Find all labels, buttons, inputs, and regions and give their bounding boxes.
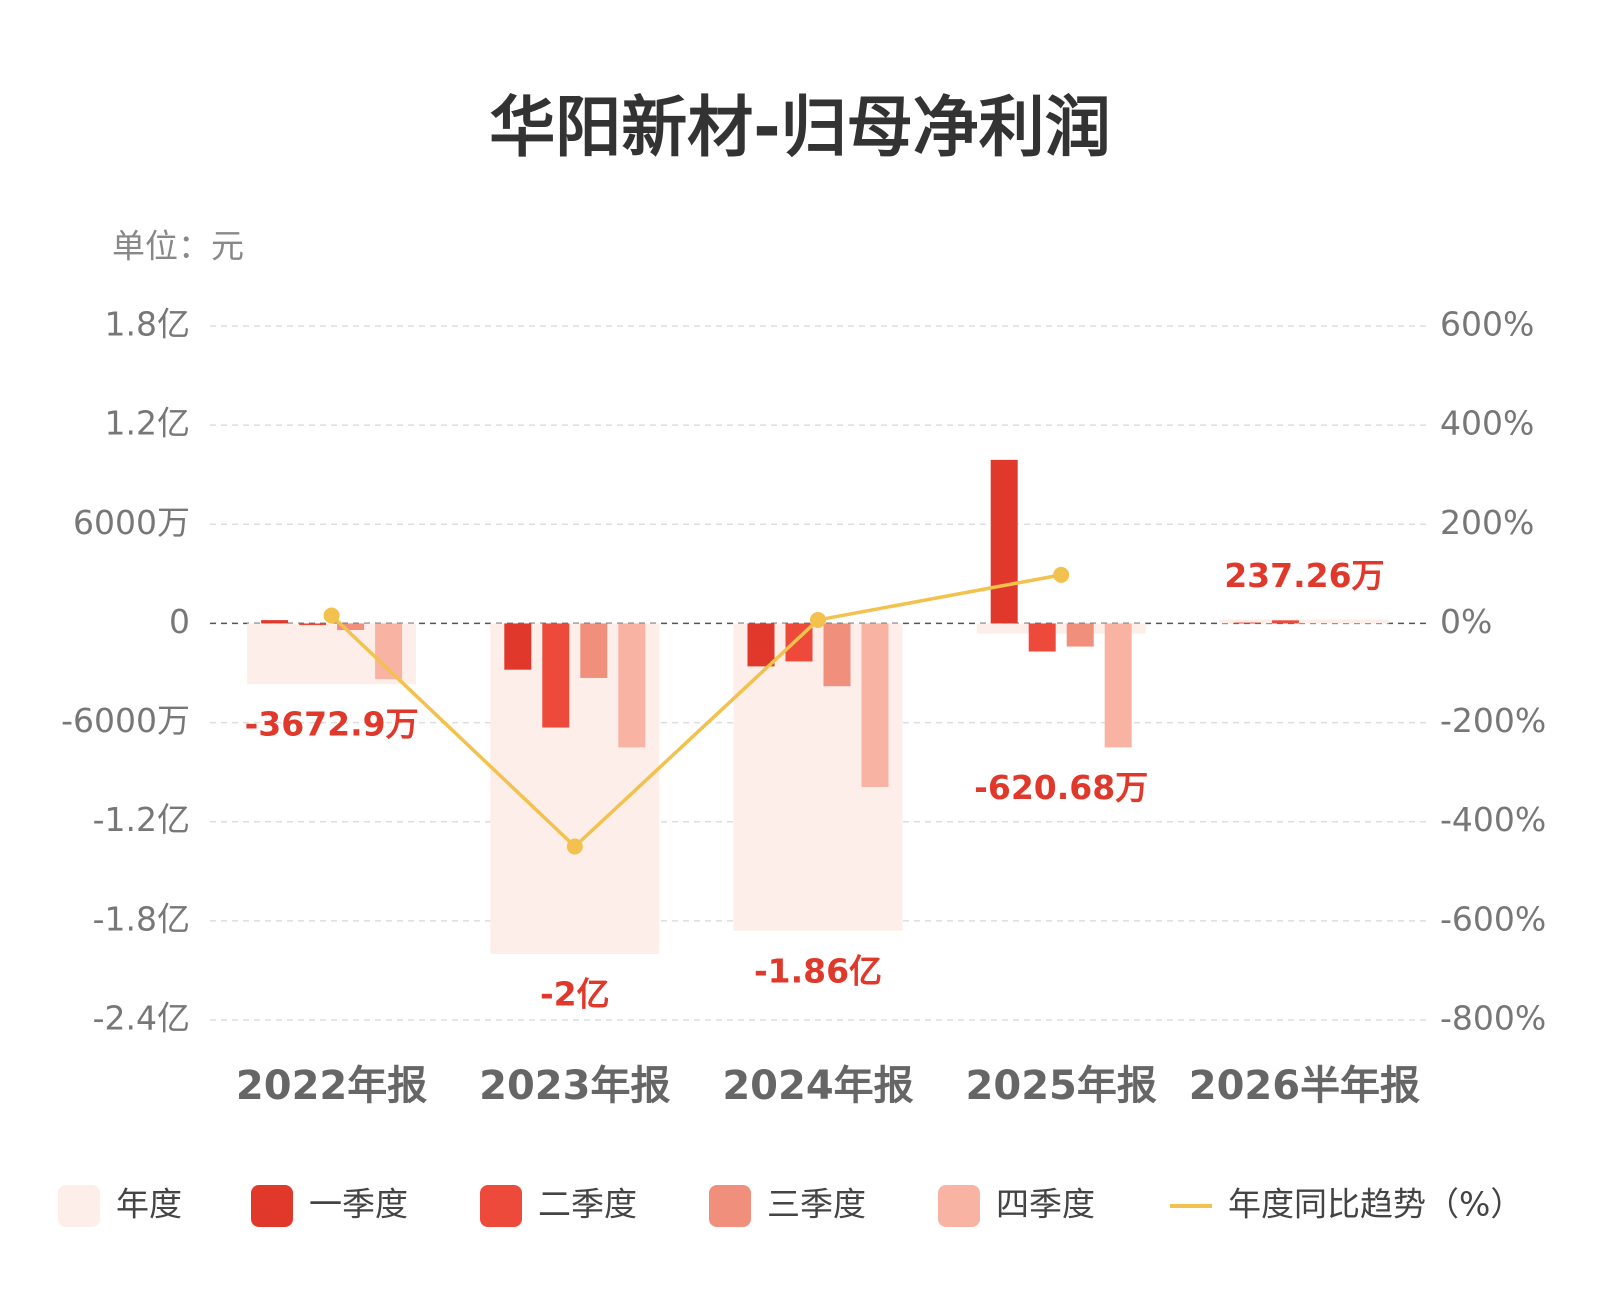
y-tick-label: -1.2亿 — [93, 800, 190, 839]
y-tick-label: -2.4亿 — [93, 999, 190, 1038]
quarter-bar — [1066, 623, 1094, 647]
x-tick-label: 2023年报 — [479, 1063, 670, 1109]
quarter-bar — [1028, 623, 1056, 652]
quarter-bar — [504, 623, 532, 670]
legend-label: 年度同比趋势（%） — [1228, 1185, 1523, 1224]
trend-point — [566, 838, 583, 855]
quarter-bar — [580, 623, 608, 678]
legend-swatch — [58, 1185, 100, 1227]
y2-tick-label: -200% — [1440, 701, 1546, 740]
y2-tick-label: 600% — [1440, 305, 1534, 344]
annual-bar — [1219, 619, 1389, 624]
legend-swatch — [709, 1185, 751, 1227]
unit-label: 单位：元 — [112, 227, 244, 266]
legend-swatch — [251, 1185, 293, 1227]
legend-swatch — [938, 1185, 980, 1227]
value-label: 237.26万 — [1224, 556, 1384, 595]
y2-tick-label: 200% — [1440, 503, 1534, 542]
y-tick-label: -1.8亿 — [93, 899, 190, 938]
value-label: -3672.9万 — [245, 705, 419, 744]
legend-swatch — [480, 1185, 522, 1227]
quarter-bar — [861, 623, 889, 788]
quarter-bar — [261, 620, 289, 624]
legend-label: 年度 — [116, 1185, 182, 1224]
chart-title: 华阳新材-归母净利润 — [489, 89, 1110, 166]
legend-label: 四季度 — [996, 1185, 1095, 1224]
quarter-bar — [337, 623, 365, 631]
trend-point — [810, 611, 826, 628]
quarter-bar — [823, 623, 851, 687]
y2-tick-label: -400% — [1440, 800, 1546, 839]
quarter-bar — [1104, 623, 1132, 748]
y-tick-label: 1.8亿 — [105, 305, 190, 344]
x-tick-label: 2025年报 — [966, 1063, 1157, 1109]
y2-tick-label: 0% — [1440, 602, 1492, 641]
x-tick-label: 2026半年报 — [1189, 1063, 1420, 1109]
value-label: -1.86亿 — [754, 951, 882, 990]
trend-point — [323, 607, 340, 624]
trend-point — [1053, 566, 1070, 583]
quarter-bar — [542, 623, 570, 728]
x-tick-label: 2024年报 — [722, 1063, 913, 1109]
annual-bar — [976, 623, 1146, 634]
x-tick-label: 2022年报 — [236, 1063, 427, 1109]
value-label: -620.68万 — [974, 768, 1148, 807]
y-tick-label: 0 — [169, 602, 190, 641]
quarter-bar — [990, 459, 1018, 624]
legend-label: 三季度 — [767, 1185, 866, 1224]
quarter-bar — [618, 623, 646, 748]
legend-label: 二季度 — [538, 1185, 637, 1224]
value-label: -2亿 — [540, 974, 610, 1013]
quarter-bar — [299, 623, 327, 626]
quarter-bar — [1271, 620, 1299, 624]
y-tick-label: 1.2亿 — [105, 404, 190, 443]
quarter-bar — [1233, 622, 1261, 624]
y-tick-label: 6000万 — [73, 503, 190, 542]
y2-tick-label: -800% — [1440, 999, 1546, 1038]
y2-tick-label: -600% — [1440, 899, 1546, 938]
quarter-bar — [747, 623, 775, 667]
y-tick-label: -6000万 — [61, 701, 190, 740]
y2-tick-label: 400% — [1440, 404, 1534, 443]
trend-line — [330, 573, 1062, 849]
legend-label: 一季度 — [309, 1185, 408, 1224]
